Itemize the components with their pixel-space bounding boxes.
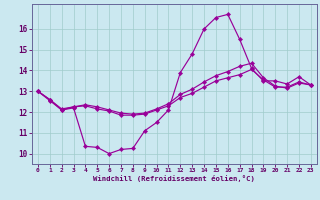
X-axis label: Windchill (Refroidissement éolien,°C): Windchill (Refroidissement éolien,°C) — [93, 175, 255, 182]
